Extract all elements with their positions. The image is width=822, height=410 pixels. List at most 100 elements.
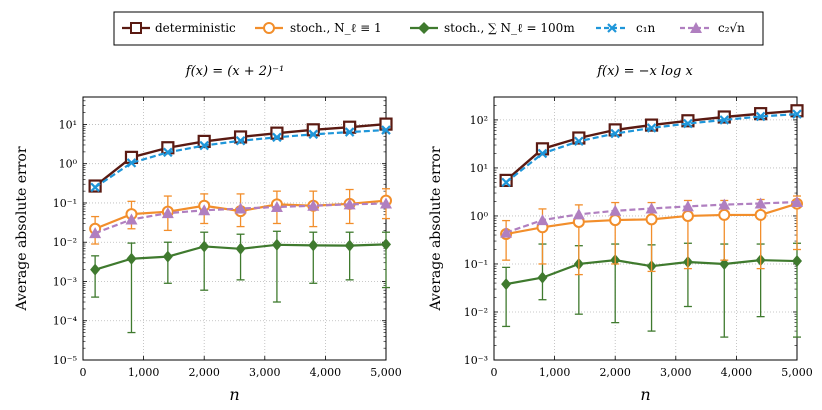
error-bar bbox=[502, 266, 511, 328]
data-point-c1n bbox=[683, 118, 693, 129]
y-tick-label: 10⁻² bbox=[464, 306, 488, 319]
data-point-c1n bbox=[537, 148, 548, 159]
data-point-c2sqrt bbox=[572, 208, 585, 220]
series-c2sqrt bbox=[500, 196, 803, 238]
data-point-c2sqrt bbox=[234, 202, 247, 214]
y-tick-label: 10⁻² bbox=[53, 236, 77, 249]
legend-marker-deterministic bbox=[130, 22, 142, 34]
x-tick-label: 5,000 bbox=[781, 366, 813, 379]
data-point-stoch_m bbox=[308, 239, 319, 252]
data-point-c2sqrt bbox=[343, 198, 356, 210]
legend-entry-c2sqrt: c₂√n bbox=[680, 21, 745, 35]
x-axis-label: n bbox=[229, 385, 239, 404]
x-tick-label: 5,000 bbox=[370, 366, 402, 379]
data-point-c2sqrt bbox=[754, 197, 767, 209]
chart-title: f(x) = (x + 2)⁻¹ bbox=[185, 64, 284, 79]
series-stoch_m bbox=[501, 242, 802, 338]
data-point-c1n bbox=[610, 128, 620, 139]
data-point-c1n bbox=[199, 140, 209, 151]
series-stoch_m bbox=[90, 230, 391, 334]
data-point-stoch_m bbox=[162, 250, 173, 263]
plot-frame bbox=[82, 96, 387, 361]
x-tick-label: 4,000 bbox=[721, 366, 753, 379]
data-point-stoch_one bbox=[609, 214, 622, 227]
legend-label-stoch-one: stoch., N_ℓ ≡ 1 bbox=[290, 21, 382, 35]
data-point-deterministic bbox=[379, 117, 393, 131]
data-point-c1n bbox=[381, 125, 391, 135]
data-point-c2sqrt bbox=[125, 213, 138, 225]
legend-entry-c1n: c₁n bbox=[596, 21, 656, 35]
data-point-stoch_m bbox=[271, 238, 282, 251]
x-tick-label: 2,000 bbox=[188, 366, 220, 379]
legend-label-c1n: c₁n bbox=[636, 21, 656, 35]
series-c2sqrt bbox=[89, 197, 392, 239]
data-point-stoch_m bbox=[126, 252, 137, 265]
legend: deterministic stoch., N_ℓ ≡ 1 stoch., ∑ … bbox=[113, 11, 764, 46]
legend-entry-stoch-m: stoch., ∑ N_ℓ = 100m bbox=[410, 21, 575, 35]
data-point-c1n bbox=[235, 135, 246, 146]
y-tick-label: 10⁻⁴ bbox=[53, 315, 78, 328]
x-tick-label: 1,000 bbox=[539, 366, 571, 379]
x-tick-label: 0 bbox=[491, 366, 498, 379]
data-point-deterministic bbox=[790, 104, 804, 118]
data-point-c2sqrt bbox=[307, 199, 320, 211]
data-point-stoch_one bbox=[754, 208, 767, 221]
data-point-c1n bbox=[646, 123, 657, 133]
y-tick-label: 10⁻¹ bbox=[464, 258, 488, 271]
data-point-deterministic bbox=[754, 107, 768, 121]
series-deterministic bbox=[499, 104, 804, 187]
y-tick-label: 10⁻³ bbox=[53, 275, 77, 288]
data-point-c2sqrt bbox=[681, 200, 694, 212]
data-point-stoch_m bbox=[381, 238, 391, 251]
y-tick-label: 10⁰ bbox=[59, 158, 78, 171]
legend-frame bbox=[113, 11, 764, 46]
data-point-c2sqrt bbox=[161, 207, 174, 219]
data-point-c2sqrt bbox=[645, 202, 658, 214]
data-point-stoch_one bbox=[645, 213, 658, 226]
data-point-c2sqrt bbox=[270, 200, 283, 212]
x-tick-label: 3,000 bbox=[660, 366, 692, 379]
data-point-deterministic bbox=[681, 114, 695, 128]
data-point-c2sqrt bbox=[89, 227, 102, 239]
data-point-c2sqrt bbox=[718, 198, 731, 210]
y-tick-label: 10⁻⁵ bbox=[53, 354, 77, 367]
data-point-c2sqrt bbox=[198, 204, 211, 216]
data-point-deterministic bbox=[608, 123, 622, 137]
data-point-c1n bbox=[719, 115, 730, 125]
data-point-c1n bbox=[755, 111, 766, 122]
data-point-c1n bbox=[272, 132, 282, 143]
data-point-stoch_one bbox=[718, 208, 731, 221]
error-bar bbox=[345, 231, 354, 281]
data-point-stoch_one bbox=[681, 209, 694, 222]
data-point-stoch_m bbox=[235, 242, 246, 255]
data-point-stoch_m bbox=[501, 278, 512, 291]
error-bar bbox=[91, 255, 100, 298]
data-point-c1n bbox=[574, 136, 584, 146]
y-tick-label: 10⁻³ bbox=[464, 354, 488, 367]
y-tick-label: 10¹ bbox=[59, 118, 77, 131]
y-tick-label: 10⁰ bbox=[470, 210, 489, 223]
legend-marker-c1n bbox=[607, 23, 617, 33]
x-tick-label: 3,000 bbox=[249, 366, 281, 379]
legend-entry-stoch-one: stoch., N_ℓ ≡ 1 bbox=[255, 21, 382, 35]
data-point-c1n bbox=[344, 127, 355, 137]
error-bar bbox=[163, 241, 172, 284]
y-axis-label: Average absolute error bbox=[14, 146, 30, 311]
data-point-stoch_m bbox=[90, 263, 101, 276]
x-tick-label: 2,000 bbox=[599, 366, 631, 379]
y-tick-label: 10² bbox=[470, 114, 488, 127]
data-point-c2sqrt bbox=[791, 196, 803, 208]
data-point-c1n bbox=[90, 182, 100, 193]
data-point-deterministic bbox=[233, 130, 248, 144]
data-point-stoch_m bbox=[344, 239, 355, 252]
error-bar bbox=[502, 219, 511, 261]
data-point-c1n bbox=[501, 177, 511, 188]
legend-marker-stoch-m bbox=[418, 22, 430, 34]
chart-title: f(x) = −x log x bbox=[596, 64, 693, 79]
data-point-c2sqrt bbox=[500, 226, 513, 238]
y-axis-label: Average absolute error bbox=[428, 146, 444, 311]
legend-label-stoch-m: stoch., ∑ N_ℓ = 100m bbox=[444, 21, 575, 35]
x-tick-label: 0 bbox=[80, 366, 87, 379]
data-point-deterministic bbox=[717, 110, 731, 124]
